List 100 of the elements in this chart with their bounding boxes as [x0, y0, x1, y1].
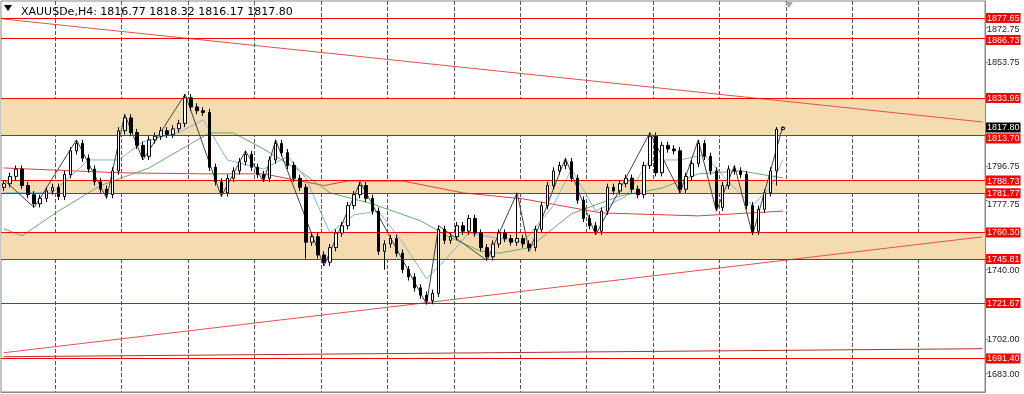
- candlestick: [177, 119, 181, 134]
- candlestick: [141, 141, 145, 161]
- candlestick: [419, 283, 422, 300]
- candlestick: [334, 228, 338, 252]
- candlestick: [739, 166, 742, 179]
- candlestick: [220, 177, 223, 197]
- candlestick: [558, 161, 561, 176]
- candlestick: [14, 164, 18, 181]
- candlestick: [636, 185, 640, 199]
- candlestick: [431, 289, 434, 305]
- ref-line-label: 1788.73: [987, 175, 1020, 186]
- candlestick: [93, 164, 96, 187]
- candlestick: [570, 157, 573, 183]
- candlestick: [129, 113, 133, 137]
- candlestick: [407, 265, 410, 282]
- candlestick: [377, 206, 380, 256]
- y-tick-label: 1853.75: [987, 56, 1020, 67]
- candlestick: [642, 161, 646, 199]
- candlestick: [540, 201, 543, 234]
- candlestick: [244, 150, 247, 166]
- candlestick: [328, 243, 332, 267]
- y-tick-label: 1872.75: [987, 24, 1020, 35]
- candlestick: [26, 181, 30, 199]
- candlestick: [443, 225, 446, 245]
- candlestick: [648, 132, 652, 170]
- candlestick: [527, 239, 531, 252]
- candlestick: [2, 179, 6, 192]
- candlestick: [449, 232, 452, 245]
- candlestick: [81, 139, 84, 163]
- candlestick: [123, 113, 127, 135]
- candlestick: [292, 161, 296, 183]
- candlestick: [503, 228, 507, 243]
- candlestick: [51, 183, 54, 196]
- candlestick: [455, 221, 459, 241]
- candlestick: [286, 148, 289, 170]
- ref-line-label: 1813.70: [987, 133, 1020, 144]
- candlestick: [588, 214, 591, 230]
- candlestick: [316, 232, 320, 260]
- candlestick: [515, 192, 519, 247]
- candlestick: [214, 163, 217, 187]
- line-series: [3, 119, 784, 280]
- candlestick: [57, 183, 60, 201]
- candlestick: [280, 139, 283, 157]
- candlestick: [274, 139, 277, 165]
- candlestick: [117, 126, 120, 176]
- candlestick: [208, 108, 211, 172]
- candlestick: [703, 139, 706, 161]
- candlestick: [364, 181, 368, 203]
- candlestick: [262, 170, 265, 183]
- candlestick: [437, 225, 440, 298]
- candlestick: [509, 234, 513, 247]
- candlestick: [232, 166, 235, 183]
- candlestick: [165, 126, 169, 139]
- y-tick-label: 1740.00: [987, 264, 1020, 275]
- ref-line-label: 1781.77: [987, 188, 1020, 199]
- candlestick: [389, 234, 392, 249]
- candlestick: [733, 164, 736, 176]
- candlestick: [75, 139, 78, 155]
- candlestick: [497, 228, 501, 249]
- candlestick: [99, 177, 102, 194]
- candlestick: [576, 174, 579, 205]
- candlestick: [534, 225, 537, 252]
- text: 1817.80: [987, 122, 1020, 133]
- candlestick: [660, 141, 664, 177]
- candlestick: [769, 166, 772, 197]
- candlestick: [226, 174, 229, 197]
- candlestick: [87, 153, 90, 174]
- candlestick: [546, 181, 549, 210]
- candlestick: [690, 159, 694, 181]
- candlestick: [310, 232, 314, 247]
- candlestick: [38, 194, 42, 208]
- candlestick: [781, 125, 785, 131]
- candlestick: [401, 248, 404, 274]
- candlestick: [413, 272, 416, 293]
- candlestick: [594, 221, 597, 236]
- ref-line-label: 1833.96: [987, 92, 1020, 103]
- candlestick: [69, 146, 72, 179]
- candlestick: [721, 181, 724, 212]
- candlestick: [666, 141, 670, 154]
- candlestick: [256, 163, 259, 179]
- candlestick: [751, 201, 754, 236]
- candlestick: [45, 186, 48, 203]
- candlestick: [268, 155, 271, 183]
- candlestick: [715, 166, 718, 212]
- line-series: [3, 93, 784, 305]
- candlestick: [473, 214, 477, 238]
- line-series: [3, 132, 784, 254]
- candlestick: [564, 157, 567, 170]
- candlestick: [105, 185, 108, 199]
- candlestick: [63, 170, 66, 201]
- candlestick: [485, 243, 489, 261]
- candlestick: [491, 239, 495, 261]
- candlestick: [340, 221, 344, 238]
- ref-line-label: 1866.73: [987, 35, 1020, 46]
- candlestick: [684, 172, 688, 194]
- candlestick: [624, 174, 628, 188]
- candlestick: [371, 194, 374, 216]
- candlestick: [461, 221, 465, 236]
- chart-title: XAUUSDe,H4: 1816.77 1818.32 1816.17 1817.80: [21, 5, 293, 18]
- candlestick: [32, 190, 36, 208]
